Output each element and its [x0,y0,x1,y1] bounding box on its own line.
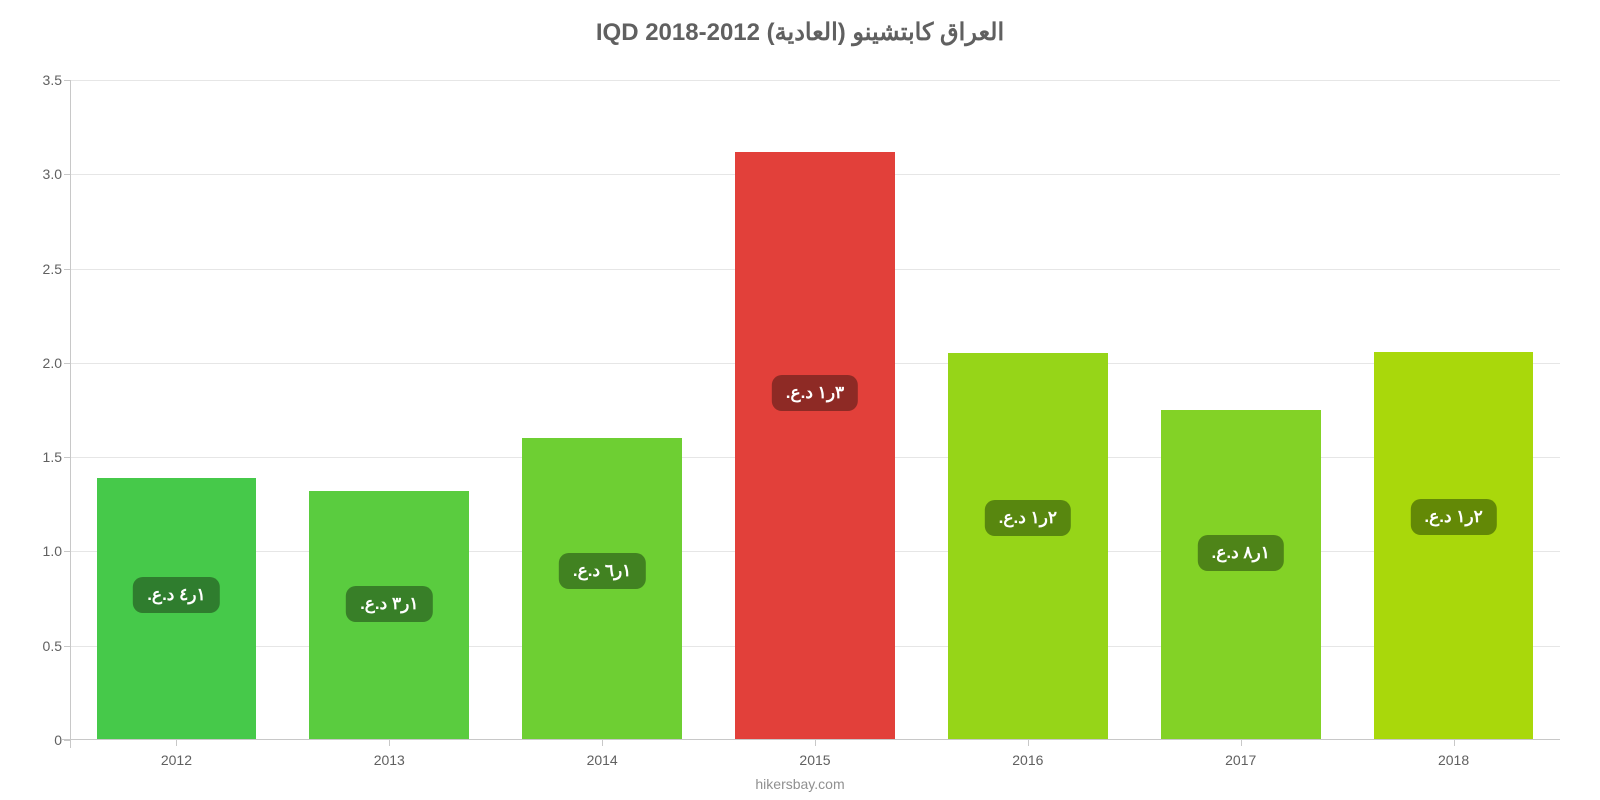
bar: ٢ر١ د.ع. [1374,352,1534,740]
bar-value-label: ٢ر١ د.ع. [1410,499,1496,535]
x-tick [176,740,177,746]
y-tick-label: 1.5 [20,449,62,465]
x-tick [815,740,816,746]
bars-layer: ١ر٤ د.ع. ١ر٣ د.ع. ١ر٦ د.ع. ٣ر١ د.ع. ٢ر١ د.ع.… [70,80,1560,740]
x-tick [1241,740,1242,746]
x-tick-label: 2017 [1225,752,1256,768]
y-tick-label: 1.0 [20,543,62,559]
bar: ١ر٦ د.ع. [522,438,682,740]
bar: ١ر٨ د.ع. [1161,410,1321,740]
chart-container: العراق كابتشينو (العادية) IQD 2018-2012 … [0,0,1600,800]
bar: ١ر٣ د.ع. [309,491,469,740]
x-tick-label: 2015 [799,752,830,768]
x-tick-label: 2018 [1438,752,1469,768]
bar-value-label: ١ر٤ د.ع. [133,577,219,613]
x-tick [602,740,603,746]
plot-area: 00.51.01.52.02.53.03.5 ١ر٤ د.ع.١ر٣ د.ع.١… [70,80,1560,740]
y-tick-label: 3.5 [20,72,62,88]
x-axis-line [62,739,1560,740]
y-tick-label: 0.5 [20,638,62,654]
x-tick-label: 2013 [374,752,405,768]
bar-value-label: ٣ر١ د.ع. [772,375,858,411]
y-tick-label: 2.0 [20,355,62,371]
x-tick-label: 2014 [587,752,618,768]
x-tick [1028,740,1029,746]
bar-value-label: ٢ر١ د.ع. [985,500,1071,536]
x-tick [389,740,390,746]
y-tick-label: 3.0 [20,166,62,182]
chart-title: العراق كابتشينو (العادية) IQD 2018-2012 [0,0,1600,47]
bar-value-label: ١ر٨ د.ع. [1198,535,1284,571]
x-tick-label: 2012 [161,752,192,768]
attribution: hikersbay.com [0,776,1600,792]
x-tick [1454,740,1455,746]
bar-value-label: ١ر٣ د.ع. [346,586,432,622]
x-tick-label: 2016 [1012,752,1043,768]
bar: ٣ر١ د.ع. [735,152,895,740]
y-tick-label: 2.5 [20,261,62,277]
y-axis-line [70,80,71,748]
bar: ١ر٤ د.ع. [97,478,257,740]
bar-value-label: ١ر٦ د.ع. [559,553,645,589]
y-tick-label: 0 [20,732,62,748]
bar: ٢ر١ د.ع. [948,353,1108,740]
